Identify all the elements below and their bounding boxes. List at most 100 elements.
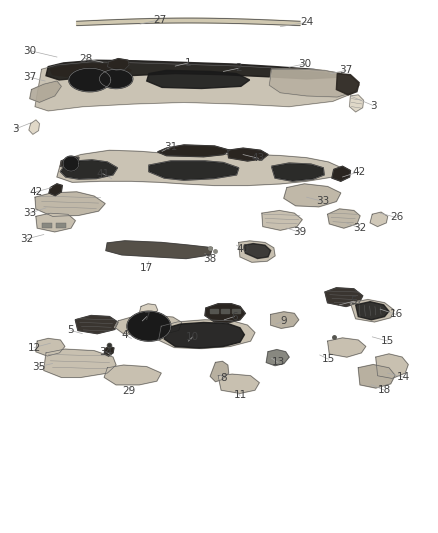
- Text: 32: 32: [353, 223, 367, 233]
- Polygon shape: [30, 81, 61, 102]
- Polygon shape: [139, 304, 158, 317]
- Text: 3: 3: [12, 124, 19, 134]
- Text: 11: 11: [233, 391, 247, 400]
- Text: 7: 7: [143, 312, 150, 321]
- Polygon shape: [328, 209, 360, 228]
- Polygon shape: [158, 145, 230, 157]
- Text: 5: 5: [350, 296, 357, 306]
- Text: 33: 33: [317, 197, 330, 206]
- Text: 43: 43: [252, 154, 265, 163]
- Text: 15: 15: [322, 354, 335, 364]
- Polygon shape: [269, 69, 359, 97]
- Text: 31: 31: [164, 142, 177, 152]
- Polygon shape: [205, 304, 245, 323]
- Text: 2: 2: [235, 63, 242, 73]
- Polygon shape: [325, 288, 363, 306]
- Bar: [42, 223, 52, 228]
- Polygon shape: [210, 361, 229, 382]
- Text: 30: 30: [298, 59, 311, 69]
- Polygon shape: [159, 320, 255, 349]
- Polygon shape: [272, 163, 324, 181]
- Text: 13: 13: [272, 358, 285, 367]
- Text: 1: 1: [185, 58, 192, 68]
- Text: 16: 16: [390, 310, 403, 319]
- Polygon shape: [99, 69, 133, 88]
- Polygon shape: [35, 62, 359, 111]
- Text: 6: 6: [231, 312, 238, 321]
- Text: 39: 39: [293, 228, 307, 237]
- Polygon shape: [77, 18, 300, 26]
- Polygon shape: [228, 148, 268, 161]
- Polygon shape: [266, 350, 289, 366]
- Text: 29: 29: [123, 386, 136, 396]
- Polygon shape: [356, 302, 389, 320]
- Text: 24: 24: [300, 18, 313, 27]
- Text: 32: 32: [21, 234, 34, 244]
- Polygon shape: [44, 349, 116, 377]
- Polygon shape: [350, 300, 394, 322]
- Polygon shape: [63, 156, 79, 171]
- Polygon shape: [332, 166, 350, 181]
- Text: 34: 34: [99, 347, 113, 357]
- Polygon shape: [147, 70, 250, 88]
- Polygon shape: [106, 241, 212, 259]
- Polygon shape: [46, 60, 342, 80]
- Text: 5: 5: [67, 326, 74, 335]
- Polygon shape: [60, 160, 117, 179]
- Polygon shape: [35, 192, 105, 216]
- Polygon shape: [221, 309, 229, 313]
- Polygon shape: [149, 161, 239, 180]
- Polygon shape: [284, 184, 341, 207]
- Polygon shape: [244, 244, 271, 259]
- Text: 41: 41: [96, 169, 110, 179]
- Polygon shape: [232, 309, 240, 313]
- Polygon shape: [350, 95, 364, 112]
- Polygon shape: [328, 338, 366, 357]
- Text: 26: 26: [390, 213, 403, 222]
- Text: 14: 14: [397, 373, 410, 382]
- Polygon shape: [36, 213, 75, 232]
- Polygon shape: [370, 212, 388, 227]
- Text: 38: 38: [203, 254, 216, 264]
- Text: 28: 28: [79, 54, 92, 63]
- Bar: [56, 223, 66, 228]
- Text: 27: 27: [153, 15, 166, 25]
- Polygon shape: [104, 365, 161, 385]
- Text: 35: 35: [32, 362, 45, 372]
- Polygon shape: [60, 157, 79, 168]
- Polygon shape: [336, 74, 359, 95]
- Polygon shape: [127, 311, 171, 341]
- Polygon shape: [358, 365, 395, 388]
- Text: 12: 12: [28, 343, 41, 352]
- Polygon shape: [210, 309, 218, 313]
- Text: 37: 37: [339, 66, 353, 75]
- Text: 4: 4: [121, 330, 128, 340]
- Polygon shape: [57, 150, 342, 185]
- Polygon shape: [164, 322, 244, 348]
- Polygon shape: [75, 316, 118, 334]
- Polygon shape: [115, 316, 182, 336]
- Text: 3: 3: [370, 101, 377, 110]
- Polygon shape: [218, 374, 259, 393]
- Text: 33: 33: [23, 208, 36, 218]
- Text: 30: 30: [23, 46, 36, 55]
- Text: 15: 15: [381, 336, 394, 346]
- Polygon shape: [376, 354, 408, 378]
- Polygon shape: [49, 184, 62, 196]
- Text: 37: 37: [23, 72, 36, 82]
- Text: 10: 10: [186, 332, 199, 342]
- Polygon shape: [239, 241, 275, 262]
- Polygon shape: [69, 68, 111, 92]
- Text: 9: 9: [280, 316, 287, 326]
- Polygon shape: [104, 346, 114, 356]
- Polygon shape: [262, 211, 302, 230]
- Text: 8: 8: [220, 374, 227, 383]
- Polygon shape: [271, 312, 299, 328]
- Polygon shape: [36, 338, 65, 356]
- Text: 17: 17: [140, 263, 153, 272]
- Polygon shape: [50, 64, 131, 77]
- Polygon shape: [29, 120, 39, 134]
- Text: 42: 42: [29, 187, 42, 197]
- Polygon shape: [107, 59, 129, 70]
- Text: 40: 40: [237, 245, 250, 254]
